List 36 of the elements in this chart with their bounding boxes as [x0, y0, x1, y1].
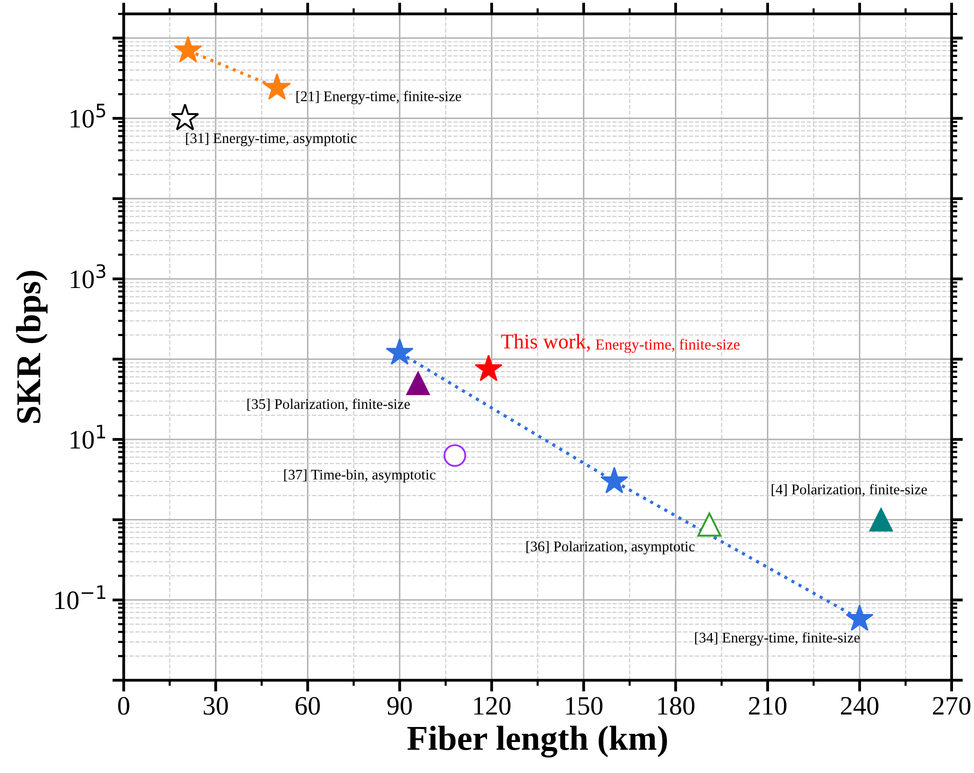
point: [846, 604, 874, 631]
x-tick-label: 150: [566, 696, 602, 715]
x-tick-label: 0: [118, 696, 130, 715]
annotation: [34] Energy-time, finite-size: [695, 632, 860, 646]
annotation: [4] Polarization, finite-size: [772, 484, 927, 496]
point: [600, 466, 628, 494]
x-tick-label: 270: [932, 696, 970, 715]
y-tick-label: 10$^{5}$: [70, 104, 106, 128]
x-tick-label: 30: [204, 696, 228, 715]
point: [170, 104, 200, 130]
y-axis-title: SKR (bps): [16, 270, 48, 423]
annotation: [31] Energy-time, asymptotic: [186, 132, 356, 146]
annotation: Energy-time, finite-size: [596, 338, 740, 353]
x-tick-label: 210: [748, 696, 786, 715]
x-tick-label: 240: [840, 696, 878, 715]
annotation: [37] Time-bin, asymptotic: [284, 469, 436, 483]
annotation: This work,: [501, 334, 590, 352]
point: [174, 36, 202, 62]
x-axis-title: Fiber length (km): [407, 726, 667, 758]
point: [386, 338, 414, 365]
annotation: [36] Polarization, asymptotic: [526, 541, 695, 554]
point: [869, 508, 893, 532]
y-tick-label: 10$^{3}$: [70, 264, 106, 288]
y-tick-label: 10$^{1}$: [70, 424, 106, 449]
point: [697, 512, 722, 537]
point: [406, 372, 430, 396]
y-tick-label: 10$^{−1}$: [55, 585, 106, 610]
x-tick-label: 180: [658, 696, 694, 715]
x-tick-label: 60: [296, 696, 320, 715]
x-tick-label: 120: [474, 696, 510, 715]
annotation: [35] Polarization, finite-size: [247, 398, 410, 412]
x-tick-label: 90: [387, 696, 412, 715]
point: [474, 354, 502, 382]
point: [444, 444, 466, 467]
annotation: [21] Energy-time, finite-size: [296, 90, 462, 104]
point: [263, 73, 291, 100]
